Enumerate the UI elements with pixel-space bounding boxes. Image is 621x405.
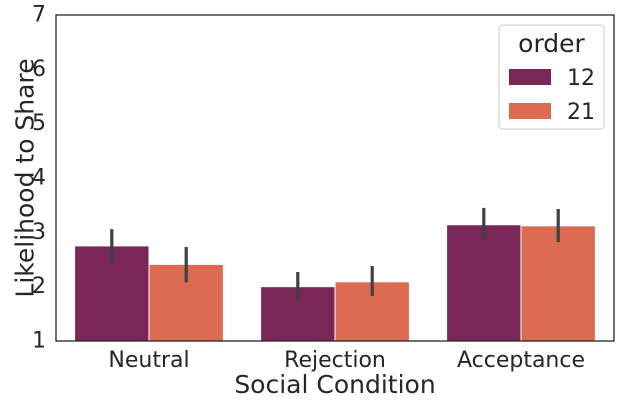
x-axis-ticks: Neutral Rejection Acceptance — [108, 348, 585, 373]
y-tick-label-5: 5 — [32, 111, 46, 136]
y-tick-label-4: 4 — [32, 166, 46, 191]
legend-label-12: 12 — [567, 66, 595, 91]
bar-acceptance-order-12 — [446, 224, 522, 342]
x-axis-label: Social Condition — [234, 370, 435, 399]
legend-label-21: 21 — [567, 100, 595, 125]
y-tick-label-3: 3 — [32, 220, 46, 245]
y-axis-ticks: 1 2 3 4 5 6 7 — [32, 3, 46, 354]
x-tick-label-acceptance: Acceptance — [457, 348, 585, 373]
y-tick-label-1: 1 — [32, 329, 46, 354]
y-tick-label-7: 7 — [32, 3, 46, 28]
x-tick-label-neutral: Neutral — [108, 348, 189, 373]
x-tick-label-rejection: Rejection — [284, 348, 386, 373]
legend-swatch-21 — [509, 103, 551, 119]
bars-layer — [74, 224, 596, 342]
plot-frame — [55, 14, 615, 342]
y-axis-label: Likelihood to Share — [11, 58, 40, 297]
legend-title: order — [518, 29, 585, 58]
y-tick-label-2: 2 — [32, 274, 46, 299]
legend-swatch-12 — [509, 69, 551, 85]
y-tick-label-6: 6 — [32, 57, 46, 82]
errorbars-layer — [110, 207, 560, 301]
bar-acceptance-order-21 — [520, 225, 596, 342]
